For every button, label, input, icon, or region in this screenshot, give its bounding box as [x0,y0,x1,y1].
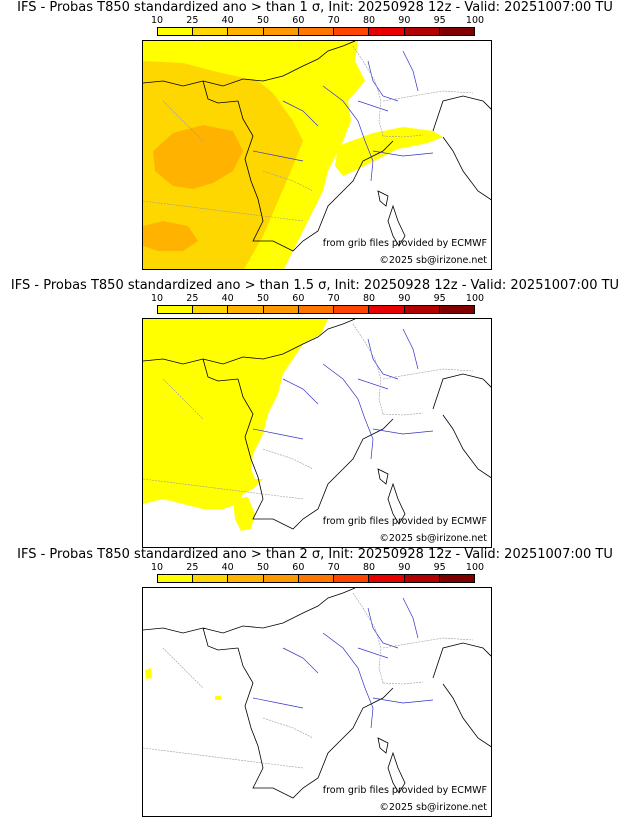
colorbar-tick-label: 95 [433,15,446,26]
coastline [143,588,491,799]
colorbar [157,305,475,314]
colorbar-segment [404,28,440,35]
colorbar-tick-label: 100 [465,562,485,573]
colorbar-tick-label: 10 [150,562,164,573]
source-credit: from grib files provided by ECMWF [322,785,487,796]
panel-title: IFS - Probas T850 standardized ano > tha… [17,0,613,15]
colorbar-tick-label: 60 [292,562,305,573]
rivers [252,597,434,729]
colorbar-tick-label: 50 [256,293,270,304]
colorbar-segment [228,28,264,35]
colorbar-segment [193,306,229,313]
source-credit: from grib files provided by ECMWF [322,238,487,249]
colorbar-tick-label: 90 [398,15,411,26]
colorbar-ticks: 10 25 40 50 60 70 80 90 95 100 [142,15,492,26]
colorbar-segment [228,575,264,582]
prob-area-40b [143,221,198,251]
colorbar-tick-label: 90 [398,293,411,304]
colorbar-tick-label: 90 [398,562,411,573]
colorbar-tick-label: 60 [292,293,305,304]
colorbar-tick-label: 10 [150,15,164,26]
colorbar-ticks: 10 25 40 50 60 70 80 90 95 100 [142,293,492,304]
panel-2-sigma: IFS - Probas T850 standardized ano > tha… [0,547,630,819]
colorbar-segment [369,575,405,582]
probability-map: from grib files provided by ECMWF ©2025 … [142,587,492,817]
coastline [143,41,491,252]
colorbar-ticks: 10 25 40 50 60 70 80 90 95 100 [142,562,492,573]
colorbar-segment [439,28,474,35]
colorbar-tick-label: 40 [221,15,234,26]
colorbar-segment [263,28,299,35]
colorbar-segment [334,575,370,582]
colorbar-tick-label: 80 [362,15,376,26]
colorbar-segment [334,306,370,313]
colorbar-tick-label: 50 [256,15,270,26]
colorbar-segment [263,306,299,313]
colorbar-tick-label: 100 [465,293,485,304]
colorbar-segment [193,575,229,582]
colorbar-segment [439,306,474,313]
colorbar-tick-label: 40 [221,562,234,573]
colorbar-segment [263,575,299,582]
rivers [252,50,434,182]
prob-area-40 [153,125,243,189]
colorbar-tick-label: 25 [186,293,199,304]
prob-area-10 [145,668,221,700]
colorbar-tick-label: 100 [465,15,485,26]
colorbar-segment [369,28,405,35]
colorbar-segment [228,306,264,313]
colorbar-segment [334,28,370,35]
colorbar-tick-label: 70 [327,15,340,26]
colorbar-tick-label: 40 [221,293,234,304]
colorbar-tick-label: 70 [327,562,340,573]
panel-title: IFS - Probas T850 standardized ano > tha… [10,278,620,293]
colorbar-tick-label: 80 [362,293,376,304]
colorbar-segment [298,306,335,313]
copyright-credit: ©2025 sb@irizone.net [379,255,487,266]
colorbar-segment [298,575,335,582]
colorbar-tick-label: 25 [186,562,199,573]
colorbar-tick-label: 95 [433,293,446,304]
colorbar-tick-label: 25 [186,15,199,26]
coastline [143,319,491,530]
prob-area-10b [233,497,255,531]
colorbar-segment [404,575,440,582]
panel-1-5-sigma: IFS - Probas T850 standardized ano > tha… [0,278,630,550]
colorbar [157,574,475,583]
colorbar [157,27,475,36]
colorbar-tick-label: 60 [292,15,305,26]
colorbar-segment [193,28,229,35]
colorbar-segment [404,306,440,313]
copyright-credit: ©2025 sb@irizone.net [379,802,487,813]
colorbar-segment [158,28,194,35]
colorbar-segment [369,306,405,313]
colorbar-tick-label: 95 [433,562,446,573]
colorbar-tick-label: 80 [362,562,376,573]
colorbar-segment [158,575,194,582]
probability-map: from grib files provided by ECMWF ©2025 … [142,40,492,270]
prob-area-alps [335,127,443,176]
rivers [252,328,434,460]
colorbar-tick-label: 10 [150,293,164,304]
colorbar-tick-label: 50 [256,562,270,573]
borders [143,592,474,769]
prob-area-10 [143,319,328,509]
copyright-credit: ©2025 sb@irizone.net [379,533,487,544]
colorbar-tick-label: 70 [327,293,340,304]
colorbar-segment [298,28,335,35]
colorbar-segment [158,306,194,313]
colorbar-segment [439,575,474,582]
borders [143,323,474,500]
borders [143,45,474,222]
panel-title: IFS - Probas T850 standardized ano > tha… [17,547,613,562]
probability-map: from grib files provided by ECMWF ©2025 … [142,318,492,548]
panel-1-sigma: IFS - Probas T850 standardized ano > tha… [0,0,630,272]
source-credit: from grib files provided by ECMWF [322,516,487,527]
